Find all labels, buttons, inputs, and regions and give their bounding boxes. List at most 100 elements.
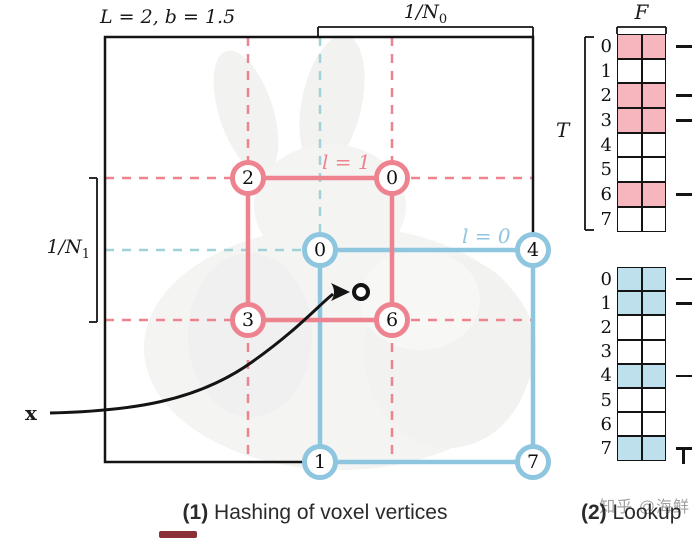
feature-cell [617,206,642,232]
blue-vertex-7-label: 7 [526,451,540,473]
caption-1: (1) Hashing of voxel vertices [140,501,490,525]
blue-vertex-7: 7 [515,444,551,480]
feature-cell [617,315,642,340]
feature-cell [617,58,642,84]
connector-slot [666,83,692,108]
red-vertex-2: 2 [230,160,266,196]
caption-1-number: (1) [182,501,209,524]
feature-cell [641,206,666,232]
table-row: 6 [595,182,692,207]
n1-label: 1/N1 [28,236,90,262]
hash-table-level1: 0 1 2 3 4 5 6 7 [595,34,692,232]
table-row: 0 [595,34,692,59]
table-row: 7 [595,206,692,232]
query-arrowhead [331,283,350,301]
connector-slot [666,388,692,412]
blue-vertex-0-label: 0 [313,239,327,261]
connector-line [676,301,692,305]
connector-slot [666,412,692,436]
table-row: 5 [595,387,692,413]
connector-line [676,447,692,462]
feature-cell [641,363,666,388]
table-row: 1 [595,58,692,84]
row-index: 0 [600,268,612,290]
red-vertex-2-label: 2 [241,167,255,189]
row-index: 2 [600,316,612,338]
red-cell-edges [245,175,395,323]
connector-slot [666,364,692,388]
blue-vertex-4: 4 [515,232,551,268]
row-index: 0 [600,35,612,57]
row-index: 6 [600,413,612,435]
row-index: 7 [600,437,612,459]
teal-dashed-grid [105,37,322,252]
table-row: 4 [595,132,692,158]
row-index: 3 [600,341,612,363]
hash-table-level0: 0 1 2 3 4 5 6 7 [595,267,692,462]
n0-base: 1/N [403,1,439,23]
connector-slot [666,340,692,364]
t-bracket [584,36,594,231]
t-label: T [556,118,570,142]
row-index: 4 [600,365,612,387]
table-row: 2 [595,83,692,109]
row-index: 6 [600,183,612,205]
feature-cell [641,291,666,316]
caption-2-number: (2) [581,501,607,524]
red-vertex-3-label: 3 [241,309,255,331]
n0-sub: 0 [438,11,448,27]
feature-cell [617,108,642,133]
connector-slot [666,291,692,315]
feature-cell [641,34,666,59]
feature-cell [641,387,666,413]
n0-bracket [317,26,534,36]
caption-2: (2) Lookup [581,501,692,525]
table-row: 2 [595,315,692,340]
feature-cell [617,132,642,158]
red-vertex-3: 3 [230,302,266,338]
row-index: 3 [600,109,612,131]
blue-cell-edges [317,247,536,465]
row-index: 5 [600,159,612,181]
feature-cell [617,363,642,388]
feature-cell [641,412,666,437]
params-label: L = 2, b = 1.5 [100,6,236,28]
table-row: 7 [595,436,692,462]
row-index: 2 [600,85,612,107]
blue-vertex-4-label: 4 [526,239,540,261]
connector-line [676,374,692,378]
table-row: 1 [595,291,692,316]
query-point [352,283,370,301]
feature-cell [617,157,642,183]
feature-cell [617,83,642,109]
table-row: 5 [595,157,692,183]
f-label: F [634,0,649,24]
feature-cell [641,182,666,207]
connector-slot [666,59,692,84]
connector-slot [666,34,692,59]
feature-cell [617,412,642,437]
feature-cell [617,34,642,59]
query-x-label: x [25,401,37,425]
feature-cell [617,182,642,207]
row-index: 1 [600,60,612,82]
table-row: 0 [595,267,692,292]
feature-cell [641,436,666,461]
connector-line [676,119,692,122]
connector-slot [666,182,692,207]
row-index: 1 [600,292,612,314]
connector-slot [666,436,692,462]
caption-1-text: Hashing of voxel vertices [208,501,448,524]
connector-slot [666,267,692,291]
n1-bracket [89,177,98,323]
connector-slot [666,157,692,182]
caption-2-text: Lookup [606,501,682,524]
connector-line [676,45,692,48]
connector-slot [666,108,692,133]
feature-cell [641,267,666,292]
row-index: 4 [600,134,612,156]
row-index: 7 [600,208,612,230]
blue-vertex-1-label: 1 [313,451,327,473]
feature-cell [617,291,642,316]
